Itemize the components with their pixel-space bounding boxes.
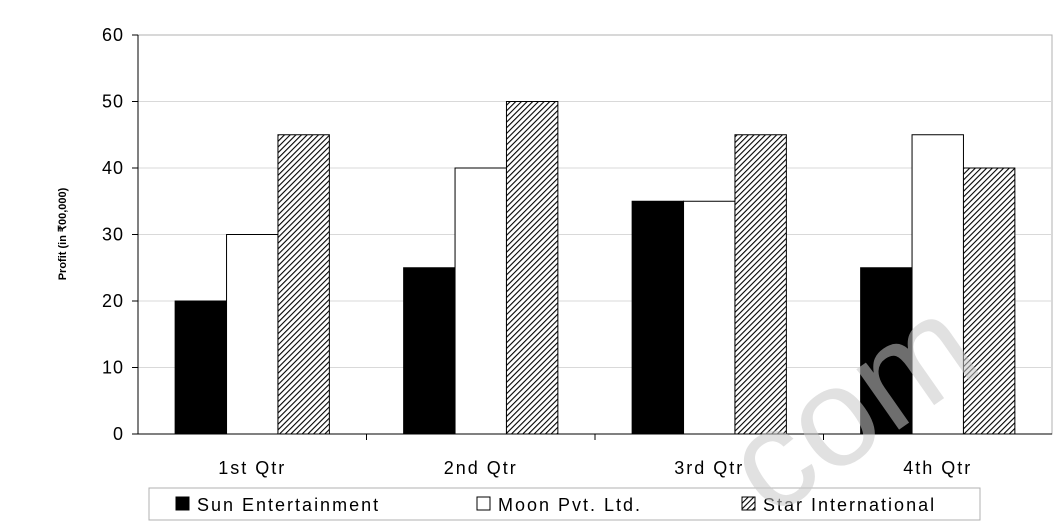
- tick-labels: 0 10 20 30 40 50 60 1st Qtr 2nd Qtr 3rd Qtr 4th Qt…: [102, 25, 972, 478]
- bar-moon-pvt-ltd-2: [454, 167, 507, 435]
- y-tick-label: 60: [102, 25, 124, 45]
- y-tick-label: 40: [102, 158, 124, 178]
- bar-sun-entertainment-4: [860, 267, 913, 435]
- bar-moon-pvt-ltd-3: [683, 200, 736, 435]
- bar-star-international-3: [734, 134, 787, 435]
- bar-star-international-4: [962, 167, 1016, 435]
- y-tick-label: 50: [102, 92, 124, 112]
- bars: [174, 101, 1016, 435]
- bar-star-international-2: [505, 101, 559, 435]
- x-tick-label: 1st Qtr: [218, 458, 286, 478]
- y-tick-label: 20: [102, 291, 124, 311]
- legend-label: Star International: [763, 495, 936, 515]
- y-tick-label: 30: [102, 225, 124, 245]
- legend-swatch: [476, 496, 491, 511]
- legend-label: Moon Pvt. Ltd.: [498, 495, 642, 515]
- bar-sun-entertainment-3: [631, 200, 685, 435]
- x-tick-label: 2nd Qtr: [444, 458, 518, 478]
- bar-sun-entertainment-2: [403, 267, 456, 435]
- x-tick-label: 4th Qtr: [903, 458, 972, 478]
- y-tick-label: 10: [102, 358, 124, 378]
- bar-star-international-1: [277, 134, 330, 435]
- y-axis-label: Profit (in ₹00,000): [57, 187, 69, 280]
- legend-swatch: [175, 496, 190, 511]
- bar-moon-pvt-ltd-4: [911, 134, 964, 435]
- x-tick-label: 3rd Qtr: [674, 458, 744, 478]
- y-tick-label: 0: [113, 424, 124, 444]
- legend: Sun Entertainment Moon Pvt. Ltd. Star Inte…: [148, 487, 981, 521]
- bar-sun-entertainment-1: [174, 300, 228, 435]
- legend-box: [148, 487, 981, 521]
- legend-swatch: [741, 496, 756, 511]
- bar-moon-pvt-ltd-1: [226, 234, 279, 435]
- legend-label: Sun Entertainment: [197, 495, 380, 515]
